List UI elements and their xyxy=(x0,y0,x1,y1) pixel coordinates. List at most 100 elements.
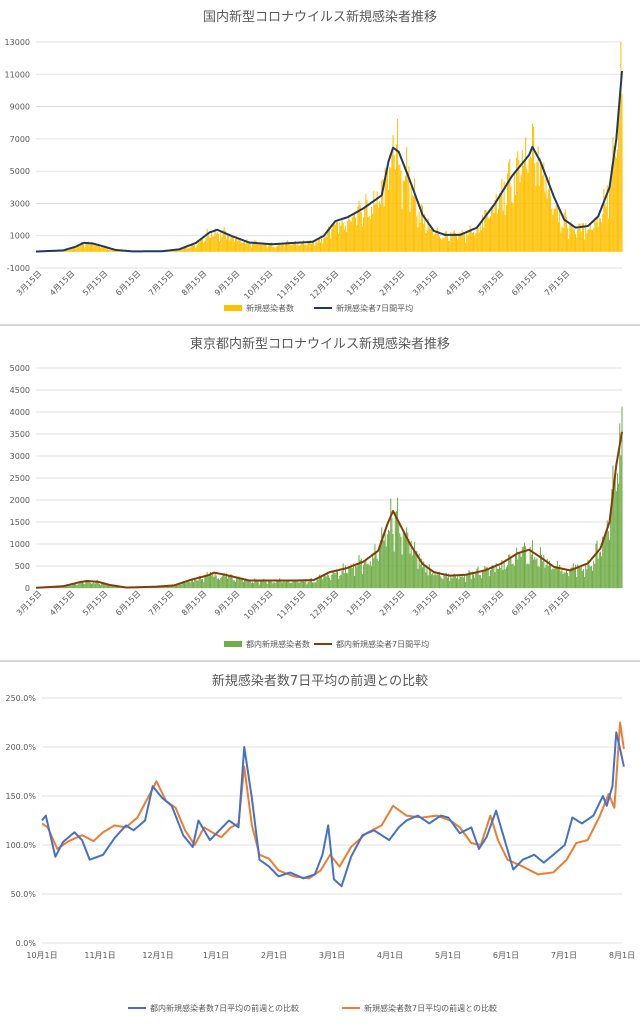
bar xyxy=(489,219,490,252)
bar xyxy=(449,241,450,252)
bar xyxy=(190,582,191,588)
bar xyxy=(235,582,236,588)
bar xyxy=(563,228,564,252)
legend-swatch xyxy=(224,305,242,311)
y-tick-label: 0.0% xyxy=(16,939,37,948)
bar xyxy=(177,585,178,588)
bar xyxy=(348,567,349,588)
bar xyxy=(195,248,196,252)
bar xyxy=(538,566,539,588)
bar xyxy=(420,564,421,588)
bar xyxy=(251,248,252,252)
bar xyxy=(506,567,507,588)
bar xyxy=(277,246,278,252)
bar xyxy=(320,577,321,588)
bar xyxy=(403,531,404,588)
y-tick-label: 7000 xyxy=(10,135,30,144)
bar xyxy=(203,243,204,252)
bar xyxy=(465,582,466,588)
bar xyxy=(190,248,191,252)
bar xyxy=(560,232,561,251)
bar xyxy=(99,584,100,588)
bar xyxy=(568,239,569,252)
bar xyxy=(565,209,566,251)
x-tick-label: 5月15日 xyxy=(81,589,109,617)
bar xyxy=(387,534,388,588)
bar xyxy=(327,231,328,252)
bar xyxy=(266,582,267,588)
bar xyxy=(465,243,466,252)
bar xyxy=(427,565,428,588)
bar xyxy=(512,564,513,588)
bar xyxy=(471,231,472,252)
bar xyxy=(577,229,578,252)
bar xyxy=(342,218,343,252)
bar xyxy=(448,241,449,252)
bar xyxy=(619,91,620,252)
bar xyxy=(490,217,491,252)
bar xyxy=(308,582,309,588)
y-tick-label: 2500 xyxy=(10,474,30,483)
x-tick-label: 1月15日 xyxy=(345,269,373,297)
legend-label: 新規感染者数 xyxy=(246,303,294,313)
x-tick-label: 7月15日 xyxy=(543,269,571,297)
bar xyxy=(319,239,320,252)
bar xyxy=(174,586,175,588)
bar xyxy=(489,576,490,588)
bar xyxy=(553,569,554,588)
bar xyxy=(597,216,598,252)
bar xyxy=(371,566,372,588)
bar xyxy=(320,242,321,251)
bar xyxy=(356,225,357,251)
x-tick-label: 5月15日 xyxy=(477,269,505,297)
bar xyxy=(226,239,227,252)
bar xyxy=(71,586,72,588)
bar xyxy=(208,576,209,588)
bar xyxy=(89,245,90,252)
bar xyxy=(258,243,259,252)
bar xyxy=(440,238,441,252)
bar xyxy=(594,564,595,588)
bar xyxy=(293,581,294,588)
bar-series xyxy=(35,42,622,252)
bar xyxy=(561,568,562,588)
bar xyxy=(513,564,514,588)
bar xyxy=(447,577,448,588)
bar xyxy=(75,584,76,588)
bar xyxy=(230,237,231,251)
bar xyxy=(488,218,489,252)
bar xyxy=(499,566,500,588)
bar xyxy=(388,530,389,588)
bar xyxy=(202,239,203,252)
bar xyxy=(433,575,434,588)
bar xyxy=(501,179,502,252)
bar xyxy=(546,565,547,588)
y-tick-label: 1500 xyxy=(10,518,30,527)
bar xyxy=(67,586,68,588)
bar xyxy=(466,575,467,588)
bar xyxy=(110,250,111,252)
x-tick-label: 10月15日 xyxy=(242,589,274,621)
bar xyxy=(386,546,387,588)
bar xyxy=(211,575,212,588)
bar xyxy=(275,248,276,252)
bar xyxy=(479,233,480,252)
bar xyxy=(249,581,250,588)
bar xyxy=(189,248,190,252)
bar xyxy=(434,573,435,588)
x-tick-label: 1月1日 xyxy=(203,951,229,960)
bar xyxy=(505,215,506,252)
bar xyxy=(380,204,381,252)
bar xyxy=(433,235,434,252)
bar xyxy=(495,572,496,588)
bar xyxy=(540,158,541,252)
bar xyxy=(602,214,603,252)
bar xyxy=(439,236,440,251)
bar xyxy=(90,245,91,252)
bar xyxy=(170,586,171,588)
national-chart: 国内新型コロナウイルス新規感染者推移1300011000900070005000… xyxy=(0,0,640,323)
bar xyxy=(569,225,570,251)
bar xyxy=(482,571,483,588)
bar xyxy=(606,207,607,252)
